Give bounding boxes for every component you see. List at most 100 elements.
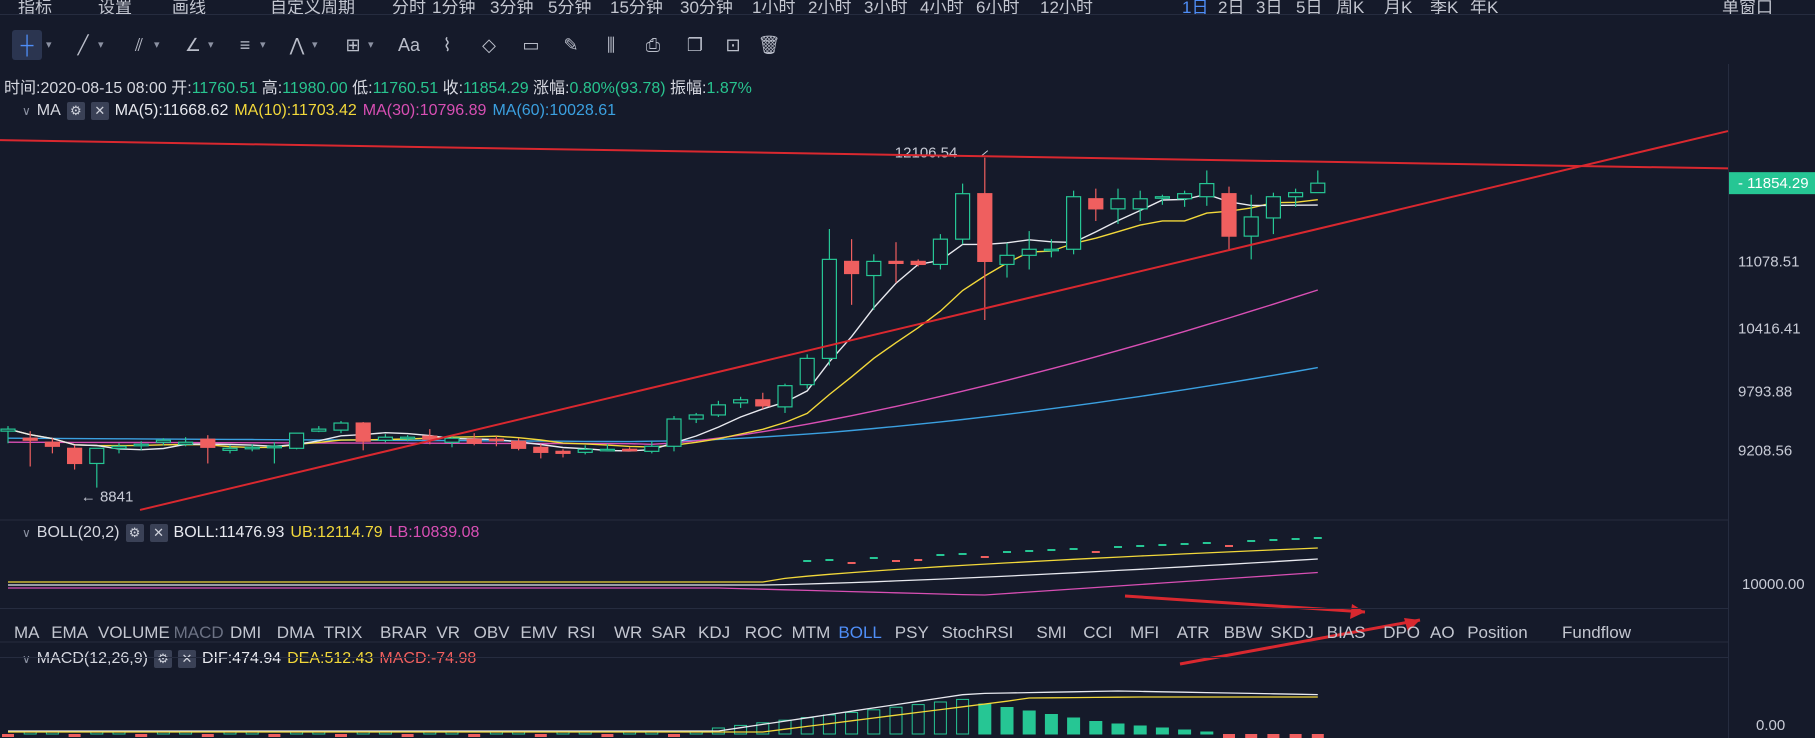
settings-gear-icon[interactable]: ⚙ [125,524,144,542]
boll-mini-candle [1202,542,1211,544]
indicator-tab-brar[interactable]: BRAR [380,623,428,642]
period-item[interactable]: 1分钟 [432,0,476,15]
period-item[interactable]: 周K [1336,0,1365,15]
indicator-tab-sar[interactable]: SAR [651,623,687,642]
close-icon[interactable]: ✕ [177,650,196,668]
indicator-tab-bias[interactable]: BIAS [1326,623,1366,642]
ma-legend-name: MA [36,102,61,119]
dropdown-caret-icon[interactable]: ▾ [312,39,318,51]
dropdown-caret-icon[interactable]: ▾ [368,39,374,51]
indicator-tab-mfi[interactable]: MFI [1130,623,1160,642]
indicator-tab-volume[interactable]: VOLUME [98,623,170,642]
lock-icon[interactable]: ⎙ [645,34,661,55]
magnet-icon[interactable]: ⊡ [725,34,741,55]
text-icon[interactable]: Aa [397,34,421,55]
candlestick-chart[interactable]: 11078.51 10416.41 9793.88 9208.56 - 11854.29… [0,64,1815,738]
period-item[interactable]: 3小时 [864,0,908,15]
period-item[interactable]: 分时 [392,0,426,15]
period-item[interactable]: 2日 [1218,0,1245,15]
angle-icon[interactable]: ∠ [184,34,202,55]
indicator-tab-mtm[interactable]: MTM [791,623,831,642]
close-icon[interactable]: ✕ [90,102,109,120]
collapse-caret-icon[interactable]: ∨ [22,652,31,666]
horizontal-lines-icon[interactable]: ≡ [239,34,251,55]
indicator-tab-emv[interactable]: EMV [520,623,558,642]
pen-icon[interactable]: ✎ [563,34,579,55]
indicator-tab-dmi[interactable]: DMI [230,623,262,642]
indicator-tab-ma[interactable]: MA [14,623,40,642]
period-item[interactable]: 5分钟 [548,0,592,15]
settings-gear-icon[interactable]: ⚙ [153,650,172,668]
indicator-tab-bbw[interactable]: BBW [1223,623,1263,642]
period-item[interactable]: 画线 [172,0,206,15]
period-item[interactable]: 30分钟 [680,0,733,15]
period-item[interactable]: 5日 [1296,0,1323,15]
period-item[interactable]: 月K [1384,0,1413,15]
indicator-tab-trix[interactable]: TRIX [323,623,363,642]
close-icon[interactable]: ✕ [149,524,168,542]
period-item[interactable]: 12小时 [1040,0,1093,15]
brush-icon[interactable]: ⌇ [442,34,452,55]
candle-body [89,447,105,465]
period-item[interactable]: 自定义周期 [270,0,355,15]
measure-icon[interactable]: ⊞ [345,34,361,55]
indicator-tab-dpo[interactable]: DPO [1383,623,1421,642]
trash-icon[interactable]: 🗑 [757,34,781,55]
period-item[interactable]: 设置 [98,0,132,15]
wave-icon[interactable]: ⋀ [289,34,305,55]
indicator-tab-dma[interactable]: DMA [276,623,315,642]
indicator-tab-wr[interactable]: WR [614,623,643,642]
boll-tick-label: 10000.00 [1742,576,1805,593]
indicator-tab-kdj[interactable]: KDJ [698,623,731,642]
collapse-caret-icon[interactable]: ∨ [22,104,31,118]
multi-line-icon[interactable]: ⫽ [134,34,144,55]
eraser-icon[interactable]: ◇ [482,34,496,55]
dropdown-caret-icon[interactable]: ▾ [46,39,52,51]
indicator-tab-ema[interactable]: EMA [51,623,89,642]
period-item[interactable]: 单窗口 [1722,0,1773,15]
period-item[interactable]: 年K [1470,0,1499,15]
indicator-tab-vr[interactable]: VR [436,623,461,642]
copy-icon[interactable]: ❐ [686,34,704,55]
indicator-tab-cci[interactable]: CCI [1083,623,1113,642]
trendline-icon[interactable]: ╱ [77,34,89,55]
indicator-tab-obv[interactable]: OBV [473,623,510,642]
indicator-tab-roc[interactable]: ROC [744,623,783,642]
period-item[interactable]: 3分钟 [490,0,534,15]
crosshair-icon[interactable]: ┼ [12,30,42,60]
dropdown-caret-icon[interactable]: ▾ [154,39,160,51]
indicator-tab-skdj[interactable]: SKDJ [1270,623,1314,642]
period-item[interactable]: 6小时 [976,0,1020,15]
period-item[interactable]: 1日 [1182,0,1209,15]
period-item[interactable]: 季K [1430,0,1459,15]
period-item[interactable]: 2小时 [808,0,852,15]
macd-histogram-bar [1133,725,1147,735]
period-item[interactable]: 指标 [18,0,52,15]
settings-gear-icon[interactable]: ⚙ [66,102,85,120]
macd-histogram-bar [1155,727,1169,735]
indicator-tab-smi[interactable]: SMI [1036,623,1067,642]
dropdown-caret-icon[interactable]: ▾ [208,39,214,51]
indicator-tabs: MA EMA VOLUME MACD DMI DMA TRIX BRAR VR OBV EMV RSI… [0,608,1728,658]
macd-dea-legend: DEA:512.43 [287,650,374,667]
indicator-tab-atr[interactable]: ATR [1176,623,1210,642]
collapse-caret-icon[interactable]: ∨ [22,526,31,540]
indicator-tab-ao[interactable]: AO [1430,623,1455,642]
candle-body [644,445,660,452]
price-axis[interactable] [1728,64,1815,738]
period-item[interactable]: 15分钟 [610,0,663,15]
period-item[interactable]: 4小时 [920,0,964,15]
dropdown-caret-icon[interactable]: ▾ [98,39,104,51]
indicator-tab-boll[interactable]: BOLL [838,623,882,642]
dropdown-caret-icon[interactable]: ▾ [260,39,266,51]
ruler-icon[interactable]: ▭ [522,34,540,55]
indicator-tab-position[interactable]: Position [1467,623,1528,642]
period-item[interactable]: 1小时 [752,0,796,15]
indicator-tab-fundflow[interactable]: Fundflow [1562,623,1631,642]
indicator-tab-rsi[interactable]: RSI [567,623,596,642]
candles-icon[interactable]: ⫼ [606,34,616,55]
indicator-tab-stochrsi[interactable]: StochRSI [941,623,1014,642]
indicator-tab-psy[interactable]: PSY [894,623,929,642]
indicator-tab-macd[interactable]: MACD [173,623,224,642]
period-item[interactable]: 3日 [1256,0,1283,15]
